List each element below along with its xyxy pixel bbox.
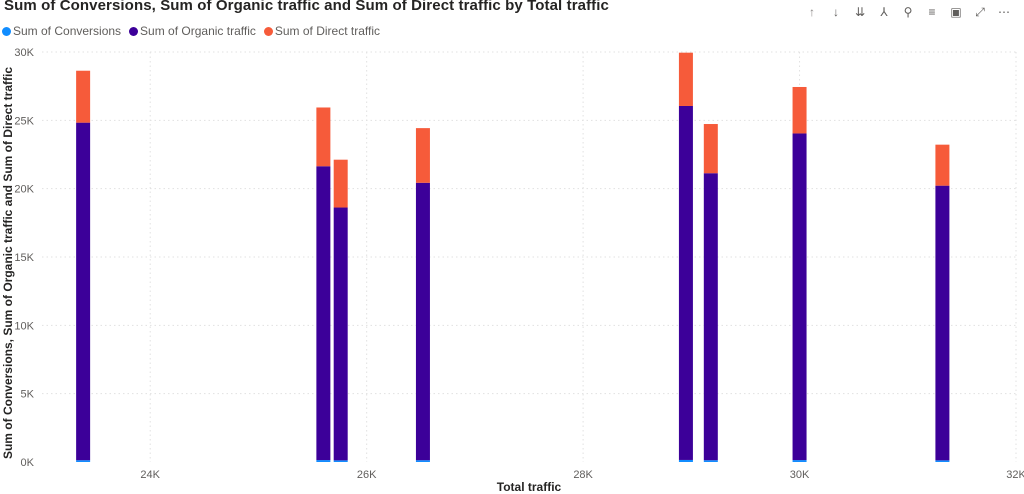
- bar-organic: [935, 185, 950, 461]
- chart-title: Sum of Conversions, Sum of Organic traff…: [4, 0, 609, 14]
- x-tick-label: 26K: [357, 469, 377, 481]
- bar-conversions: [703, 460, 718, 462]
- bar-organic: [792, 133, 807, 461]
- arrow-up-icon[interactable]: ↑: [809, 5, 815, 19]
- bar-organic: [678, 105, 693, 460]
- bar-organic: [333, 207, 348, 461]
- bar-organic: [415, 182, 430, 461]
- more-options-icon[interactable]: ⋯: [998, 5, 1010, 19]
- bar-direct: [792, 86, 807, 134]
- expand-hierarchy-icon[interactable]: ⅄: [880, 5, 888, 19]
- expand-icon[interactable]: ⤢: [975, 4, 985, 19]
- legend-swatch-conversions: [2, 26, 11, 36]
- x-tick-label: 30K: [790, 469, 810, 481]
- bar-organic: [76, 122, 91, 461]
- focus-mode-icon[interactable]: ▣: [950, 5, 962, 19]
- legend-item-conversions[interactable]: Sum of Conversions: [2, 24, 121, 38]
- visual-header-toolbar: ↑ ↓ ⇊ ⅄ ⚲ ≡ ▣ ⤢ ⋯: [800, 3, 1016, 21]
- chart-legend: Sum of Conversions Sum of Organic traffi…: [2, 24, 388, 38]
- y-tick-label: 20K: [14, 184, 34, 196]
- double-arrow-down-icon[interactable]: ⇊: [854, 5, 866, 19]
- y-tick-label: 25K: [14, 115, 34, 127]
- bar-conversions: [792, 460, 807, 462]
- bar-conversions: [415, 460, 430, 462]
- legend-label-organic: Sum of Organic traffic: [140, 24, 256, 38]
- bar-conversions: [678, 459, 693, 462]
- x-tick-label: 24K: [140, 469, 160, 481]
- legend-swatch-organic: [129, 26, 139, 36]
- bar-direct: [415, 128, 430, 183]
- bar-direct: [333, 159, 348, 208]
- bar-direct: [935, 144, 950, 186]
- bar-direct: [703, 124, 718, 174]
- x-axis-title: Total traffic: [497, 480, 562, 494]
- y-tick-label: 30K: [14, 47, 34, 59]
- x-tick-label: 28K: [573, 469, 593, 481]
- filter-icon[interactable]: ≡: [928, 5, 936, 19]
- bar-organic: [316, 166, 331, 461]
- pin-icon[interactable]: ⚲: [903, 5, 913, 19]
- y-axis-title: Sum of Conversions, Sum of Organic traff…: [1, 67, 15, 459]
- bar-direct: [76, 70, 91, 123]
- arrow-down-icon[interactable]: ↓: [833, 5, 839, 19]
- bar-conversions: [316, 460, 331, 462]
- bar-conversions: [333, 460, 348, 462]
- x-tick-label: 32K: [1006, 469, 1024, 481]
- y-tick-label: 10K: [14, 320, 34, 332]
- legend-swatch-direct: [263, 26, 273, 36]
- bar-organic: [703, 173, 718, 461]
- legend-item-direct[interactable]: Sum of Direct traffic: [263, 24, 381, 38]
- y-tick-label: 0K: [21, 457, 35, 469]
- legend-label-conversions: Sum of Conversions: [13, 24, 122, 38]
- bar-conversions: [76, 460, 91, 462]
- bar-direct: [316, 107, 331, 167]
- bar-direct: [678, 52, 693, 106]
- legend-item-organic[interactable]: Sum of Organic traffic: [129, 24, 256, 38]
- y-tick-label: 15K: [14, 252, 34, 264]
- bar-conversions: [935, 460, 950, 462]
- y-tick-label: 5K: [21, 389, 35, 401]
- legend-label-direct: Sum of Direct traffic: [274, 24, 381, 38]
